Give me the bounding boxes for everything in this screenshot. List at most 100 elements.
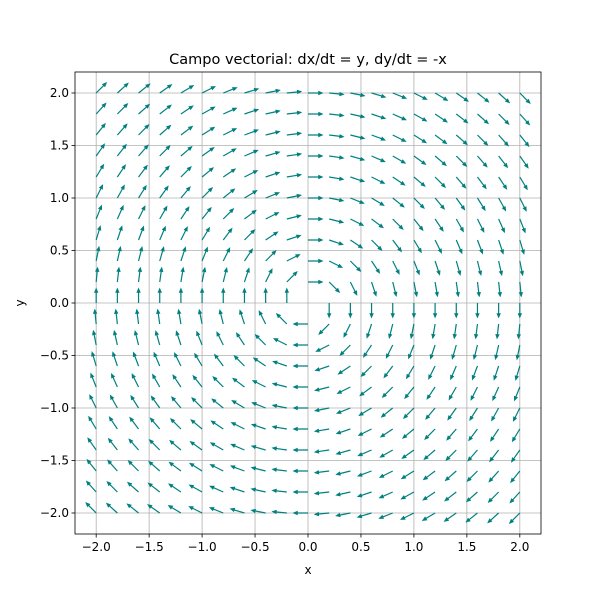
field-arrow bbox=[137, 245, 144, 262]
field-arrow bbox=[147, 504, 161, 514]
field-arrow bbox=[465, 512, 478, 523]
field-arrow bbox=[244, 229, 256, 241]
field-arrow bbox=[328, 239, 344, 246]
field-arrow bbox=[235, 332, 245, 346]
field-arrow bbox=[159, 165, 170, 178]
field-arrow bbox=[272, 338, 288, 346]
field-arrow bbox=[95, 266, 100, 283]
field-arrow bbox=[258, 310, 267, 325]
field-arrow bbox=[116, 82, 129, 94]
field-arrow bbox=[350, 239, 364, 249]
field-arrow bbox=[434, 197, 446, 210]
field-arrow bbox=[390, 303, 395, 319]
field-arrow bbox=[116, 103, 129, 115]
field-arrow bbox=[243, 248, 254, 262]
field-arrow bbox=[385, 344, 394, 359]
field-arrow bbox=[308, 216, 324, 222]
field-arrow bbox=[137, 266, 143, 283]
field-arrow bbox=[177, 308, 182, 325]
field-arrow bbox=[434, 155, 447, 167]
field-arrow bbox=[156, 308, 161, 325]
field-arrow bbox=[95, 204, 103, 220]
field-arrow bbox=[434, 113, 448, 123]
field-arrow bbox=[434, 281, 439, 298]
field-arrow bbox=[106, 481, 118, 493]
field-arrow bbox=[292, 426, 308, 432]
field-arrow bbox=[357, 449, 372, 457]
field-arrow bbox=[423, 449, 436, 461]
field-arrow bbox=[402, 407, 415, 419]
x-tick-label: 0.0 bbox=[298, 540, 317, 554]
field-arrow bbox=[244, 190, 258, 199]
y-tick-label: 1.5 bbox=[50, 139, 69, 153]
field-arrow bbox=[404, 386, 415, 400]
field-arrow bbox=[191, 397, 203, 409]
field-arrow bbox=[180, 85, 195, 94]
field-arrow bbox=[350, 197, 365, 204]
field-arrow bbox=[170, 396, 182, 409]
field-arrow bbox=[95, 122, 106, 136]
field-arrow bbox=[465, 491, 478, 503]
field-arrow bbox=[149, 417, 161, 430]
field-arrow bbox=[392, 176, 406, 186]
arrow-field bbox=[85, 82, 531, 524]
field-arrow bbox=[519, 113, 531, 126]
field-arrow bbox=[476, 239, 484, 255]
field-arrow bbox=[498, 197, 507, 212]
field-arrow bbox=[468, 428, 478, 442]
field-arrow bbox=[308, 90, 324, 96]
field-arrow bbox=[222, 227, 233, 241]
field-arrow bbox=[180, 226, 188, 241]
field-arrow bbox=[509, 491, 521, 504]
field-arrow bbox=[308, 111, 324, 117]
field-arrow bbox=[265, 151, 281, 157]
field-arrow bbox=[180, 166, 192, 178]
field-arrow bbox=[445, 449, 457, 461]
field-arrow bbox=[455, 239, 463, 255]
field-arrow bbox=[318, 323, 330, 335]
field-arrow bbox=[335, 470, 351, 476]
field-arrow bbox=[308, 195, 324, 201]
field-arrow bbox=[308, 132, 324, 138]
field-arrow bbox=[137, 225, 145, 241]
field-arrow bbox=[223, 107, 238, 115]
y-tick-label: −1.0 bbox=[40, 401, 69, 415]
field-arrow bbox=[138, 164, 148, 178]
field-arrow bbox=[490, 428, 500, 442]
x-tick-label: −2.0 bbox=[82, 540, 111, 554]
field-arrow bbox=[413, 197, 425, 209]
field-arrow bbox=[518, 281, 524, 298]
field-arrow bbox=[265, 268, 273, 283]
field-arrow bbox=[455, 197, 466, 211]
field-arrow bbox=[400, 512, 415, 520]
field-arrow bbox=[244, 87, 260, 94]
field-arrow bbox=[519, 155, 529, 169]
x-tick-label: −1.5 bbox=[135, 540, 164, 554]
field-arrow bbox=[388, 323, 394, 340]
field-arrow bbox=[413, 113, 428, 122]
field-arrow bbox=[434, 176, 447, 188]
field-arrow bbox=[159, 266, 164, 283]
field-arrow bbox=[209, 485, 224, 493]
field-arrow bbox=[475, 303, 480, 319]
field-arrow bbox=[329, 134, 345, 139]
field-arrow bbox=[413, 134, 428, 144]
field-arrow bbox=[413, 260, 420, 276]
field-arrow bbox=[201, 246, 208, 262]
field-arrow bbox=[451, 344, 457, 360]
field-arrow bbox=[222, 208, 235, 220]
field-arrow bbox=[350, 218, 365, 226]
field-arrow bbox=[371, 218, 384, 229]
field-arrow bbox=[513, 386, 521, 402]
field-arrow bbox=[190, 419, 203, 430]
field-arrow bbox=[286, 234, 302, 241]
field-arrow bbox=[116, 184, 125, 199]
field-arrow bbox=[230, 443, 245, 451]
field-arrow bbox=[413, 281, 419, 298]
field-arrow bbox=[109, 394, 118, 409]
y-axis-ticks: −2.0 −1.5 −1.0 −0.5 0.0 0.5 1.0 1.5 2.0 bbox=[40, 86, 75, 520]
field-arrow bbox=[292, 489, 308, 495]
field-arrow bbox=[488, 470, 500, 483]
field-arrow bbox=[413, 155, 427, 166]
field-arrow bbox=[369, 303, 374, 319]
